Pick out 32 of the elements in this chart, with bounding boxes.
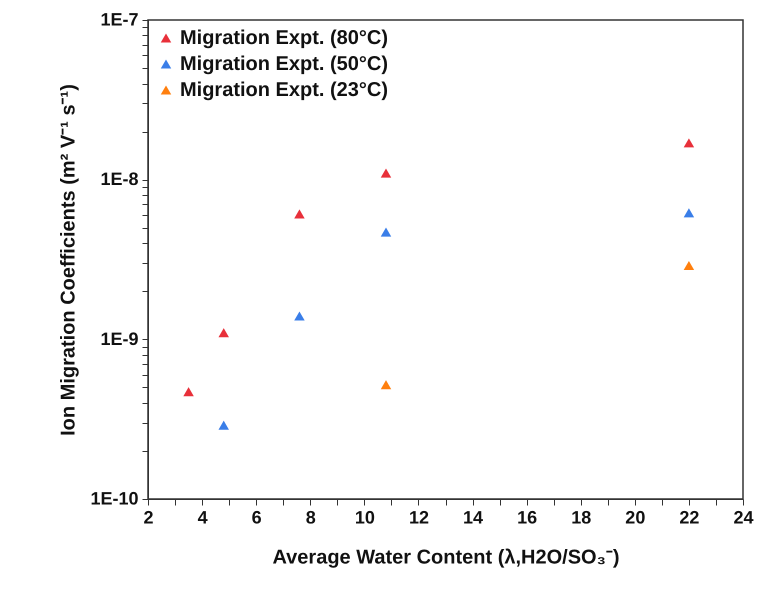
x-tick-label: 6 <box>252 508 262 528</box>
x-tick-label: 14 <box>463 508 484 528</box>
legend-label: Migration Expt. (23°C) <box>180 79 388 101</box>
legend-label: Migration Expt. (80°C) <box>180 27 388 49</box>
y-tick-label: 1E-9 <box>100 328 138 349</box>
x-tick-label: 18 <box>571 508 592 528</box>
x-tick-label: 22 <box>679 508 700 528</box>
x-tick-label: 24 <box>733 508 754 528</box>
y-tick-label: 1E-7 <box>100 10 138 30</box>
x-tick-label: 10 <box>354 508 375 528</box>
point <box>380 168 392 178</box>
x-axis-title: Average Water Content (λ,H2O/SO₃⁻) <box>272 546 620 568</box>
point <box>684 260 694 270</box>
point <box>684 208 694 218</box>
point <box>380 227 392 237</box>
point <box>183 387 194 396</box>
x-tick-label: 12 <box>408 508 429 528</box>
point <box>380 380 392 390</box>
y-tick-label: 1E-8 <box>100 169 138 190</box>
x-tick-label: 2 <box>143 508 154 528</box>
x-tick-label: 20 <box>625 508 646 528</box>
point <box>684 138 694 148</box>
y-axis-title: Ion Migration Coefficients (m² V⁻¹ s⁻¹) <box>57 84 80 436</box>
point <box>218 328 229 338</box>
y-tick-label: 1E-10 <box>90 488 138 508</box>
point <box>294 209 305 218</box>
legend-label: Migration Expt. (50°C) <box>180 53 388 75</box>
point <box>218 420 229 430</box>
point <box>294 311 305 321</box>
x-tick-label: 16 <box>517 508 538 528</box>
x-tick-label: 4 <box>198 508 208 528</box>
x-tick-label: 8 <box>306 508 316 528</box>
